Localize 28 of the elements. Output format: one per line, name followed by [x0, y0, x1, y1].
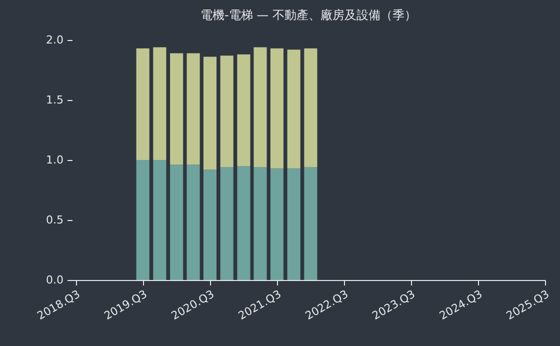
- bar: [287, 168, 300, 280]
- y-tick-label: 2.0: [46, 34, 64, 46]
- y-tick-label: 0.5: [46, 214, 64, 226]
- bar: [270, 48, 284, 168]
- chart-title: 電機-電梯 — 不動產、廠房及設備（季）: [200, 8, 416, 22]
- bar: [220, 167, 234, 280]
- y-tick-label: 1.0: [46, 154, 64, 166]
- bar: [304, 167, 318, 280]
- bar: [220, 56, 234, 168]
- bar: [287, 50, 300, 168]
- bar: [203, 170, 217, 280]
- bar: [203, 56, 217, 170]
- bar: [153, 160, 166, 280]
- bar: [254, 47, 267, 168]
- bar: [270, 168, 284, 280]
- bar: [254, 167, 267, 280]
- bar: [170, 53, 184, 165]
- bar: [237, 54, 250, 166]
- bar: [170, 164, 184, 280]
- y-tick-label: 1.5: [46, 94, 64, 106]
- bar: [186, 53, 200, 165]
- bar: [153, 47, 166, 160]
- bar: [186, 164, 200, 280]
- bar: [136, 160, 150, 280]
- bar: [237, 166, 250, 280]
- y-tick-label: 0.0: [46, 274, 64, 286]
- bar: [136, 48, 150, 160]
- bar: [304, 48, 318, 168]
